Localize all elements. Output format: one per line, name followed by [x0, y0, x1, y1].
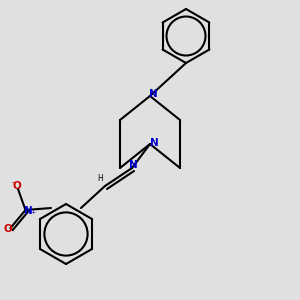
- Text: N: N: [150, 137, 159, 148]
- Text: N: N: [148, 89, 158, 100]
- Text: H: H: [98, 174, 103, 183]
- Text: O: O: [12, 181, 21, 191]
- Text: N: N: [129, 160, 138, 170]
- Text: -: -: [11, 178, 14, 188]
- Text: N: N: [24, 206, 33, 217]
- Text: O: O: [3, 224, 12, 235]
- Text: +: +: [30, 210, 36, 215]
